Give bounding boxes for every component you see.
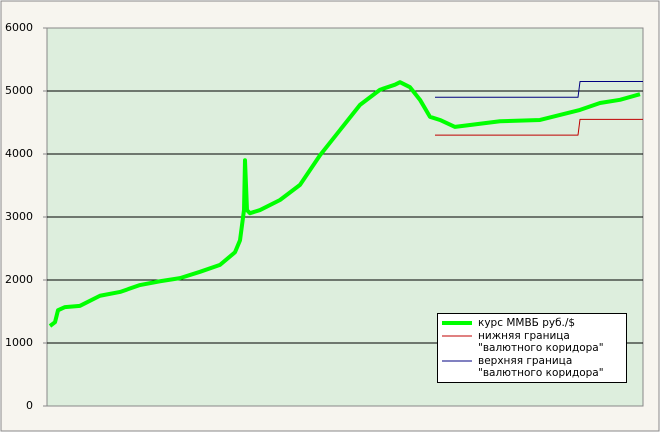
legend-swatch (442, 335, 472, 337)
y-tick-label: 1000 (5, 336, 33, 349)
legend-item: нижняя граница "валютного коридора" (438, 330, 626, 354)
y-tick-label: 0 (26, 399, 33, 412)
y-tick-label: 4000 (5, 147, 33, 160)
y-tick-label: 6000 (5, 21, 33, 34)
legend: курс ММВБ руб./$ нижняя граница "валютног… (437, 313, 627, 383)
legend-label: нижняя граница "валютного коридора" (478, 330, 604, 354)
series-line (435, 118, 643, 136)
y-tick-label: 3000 (5, 210, 33, 223)
legend-swatch (442, 321, 472, 325)
legend-label: верхняя граница "валютного коридора" (478, 355, 604, 379)
legend-label: курс ММВБ руб./$ (478, 317, 576, 329)
y-tick-label: 2000 (5, 273, 33, 286)
legend-item: верхняя граница "валютного коридора" (438, 355, 626, 379)
series-line (48, 80, 641, 328)
series-line (435, 81, 643, 98)
legend-item: курс ММВБ руб./$ (438, 317, 626, 329)
y-tick-label: 5000 (5, 84, 33, 97)
legend-swatch (442, 360, 472, 362)
